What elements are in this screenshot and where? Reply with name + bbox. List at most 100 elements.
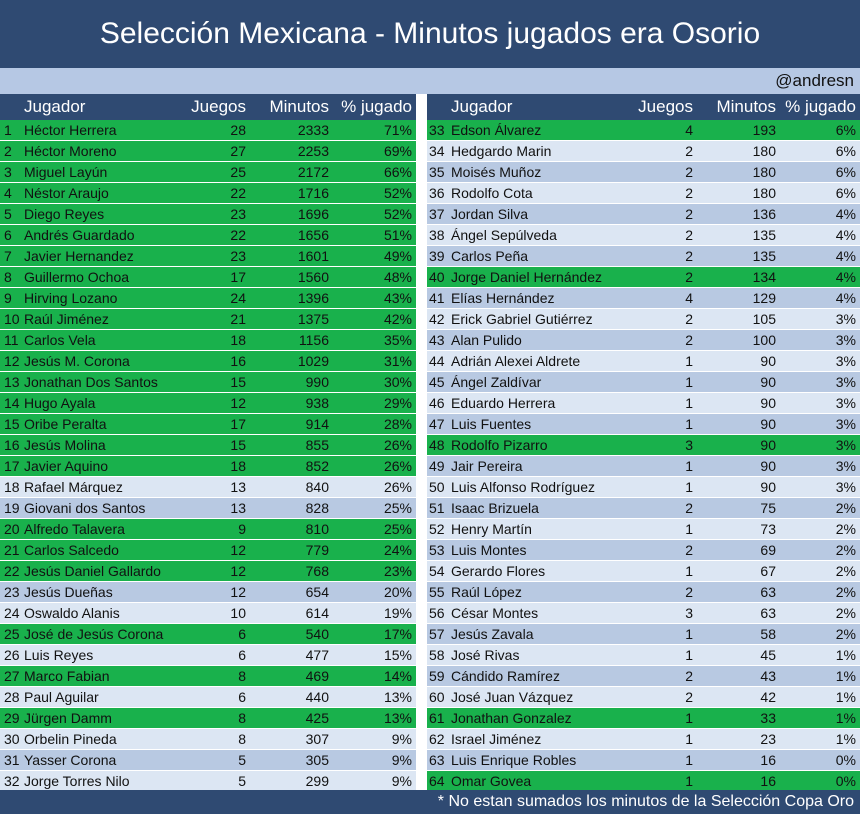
games-played: 2 xyxy=(685,143,693,159)
percent-played: 20% xyxy=(383,584,412,600)
percent-played: 4% xyxy=(835,227,856,243)
games-played: 2 xyxy=(685,269,693,285)
games-played: 1 xyxy=(685,710,693,726)
percent-played: 9% xyxy=(391,752,412,768)
player-rank: 60 xyxy=(429,689,445,705)
column-header-minutes: Minutos xyxy=(269,97,329,116)
column-header-pct: % jugado xyxy=(341,97,412,116)
games-played: 2 xyxy=(685,542,693,558)
footer-note: * No estan sumados los minutos de la Sel… xyxy=(0,790,860,814)
player-name: Carlos Salcedo xyxy=(24,542,119,558)
table-row: 6 Andrés Guardado 22 1656 51% xyxy=(0,225,416,246)
minutes-played: 1396 xyxy=(297,290,329,306)
percent-played: 25% xyxy=(383,521,412,537)
minutes-played: 852 xyxy=(305,458,329,474)
table-row: 41 Elías Hernández 4 129 4% xyxy=(427,288,860,309)
table-row: 32 Jorge Torres Nilo 5 299 9% xyxy=(0,771,416,792)
column-header-pct: % jugado xyxy=(785,97,856,116)
table-row: 43 Alan Pulido 2 100 3% xyxy=(427,330,860,351)
player-name: Isaac Brizuela xyxy=(451,500,539,516)
table-row: 33 Edson Álvarez 4 193 6% xyxy=(427,120,860,141)
player-name: Eduardo Herrera xyxy=(451,395,556,411)
percent-played: 4% xyxy=(835,269,856,285)
player-rank: 29 xyxy=(4,710,20,726)
player-name: Hugo Ayala xyxy=(24,395,96,411)
table-row: 57 Jesús Zavala 1 58 2% xyxy=(427,624,860,645)
player-name: Jorge Daniel Hernández xyxy=(451,269,602,285)
games-played: 22 xyxy=(230,185,246,201)
player-rank: 38 xyxy=(429,227,445,243)
minutes-played: 1601 xyxy=(297,248,329,264)
player-rank: 39 xyxy=(429,248,445,264)
player-rank: 3 xyxy=(4,164,12,180)
player-name: Héctor Moreno xyxy=(24,143,117,159)
player-rank: 30 xyxy=(4,731,20,747)
games-played: 10 xyxy=(230,605,246,621)
column-header-minutes: Minutos xyxy=(716,97,776,116)
player-rank: 27 xyxy=(4,668,20,684)
minutes-played: 1696 xyxy=(297,206,329,222)
player-rank: 57 xyxy=(429,626,445,642)
player-rank: 17 xyxy=(4,458,20,474)
player-name: Oribe Peralta xyxy=(24,416,107,432)
games-played: 1 xyxy=(685,374,693,390)
minutes-played: 45 xyxy=(760,647,776,663)
games-played: 12 xyxy=(230,395,246,411)
games-played: 8 xyxy=(238,731,246,747)
player-name: Alfredo Talavera xyxy=(24,521,125,537)
games-played: 16 xyxy=(230,353,246,369)
table-row: 42 Erick Gabriel Gutiérrez 2 105 3% xyxy=(427,309,860,330)
percent-played: 3% xyxy=(835,353,856,369)
minutes-played: 1029 xyxy=(297,353,329,369)
table-row: 55 Raúl López 2 63 2% xyxy=(427,582,860,603)
player-name: Giovani dos Santos xyxy=(24,500,146,516)
percent-played: 26% xyxy=(383,479,412,495)
minutes-played: 33 xyxy=(760,710,776,726)
games-played: 2 xyxy=(685,584,693,600)
player-rank: 22 xyxy=(4,563,20,579)
minutes-played: 2333 xyxy=(297,122,329,138)
percent-played: 3% xyxy=(835,416,856,432)
player-rank: 20 xyxy=(4,521,20,537)
games-played: 23 xyxy=(230,206,246,222)
percent-played: 3% xyxy=(835,374,856,390)
player-rank: 7 xyxy=(4,248,12,264)
player-rank: 47 xyxy=(429,416,445,432)
percent-played: 24% xyxy=(383,542,412,558)
table-row: 53 Luis Montes 2 69 2% xyxy=(427,540,860,561)
table-row: 22 Jesús Daniel Gallardo 12 768 23% xyxy=(0,561,416,582)
games-played: 6 xyxy=(238,626,246,642)
percent-played: 69% xyxy=(383,143,412,159)
minutes-played: 69 xyxy=(760,542,776,558)
percent-played: 3% xyxy=(835,332,856,348)
games-played: 1 xyxy=(685,647,693,663)
minutes-played: 477 xyxy=(305,647,329,663)
games-played: 15 xyxy=(230,437,246,453)
percent-played: 1% xyxy=(835,647,856,663)
player-name: Javier Aquino xyxy=(24,458,109,474)
table-row: 50 Luis Alfonso Rodríguez 1 90 3% xyxy=(427,477,860,498)
player-rank: 49 xyxy=(429,458,445,474)
table-row: 24 Oswaldo Alanis 10 614 19% xyxy=(0,603,416,624)
player-name: Yasser Corona xyxy=(24,752,117,768)
table-row: 8 Guillermo Ochoa 17 1560 48% xyxy=(0,267,416,288)
percent-played: 6% xyxy=(835,185,856,201)
percent-played: 9% xyxy=(391,773,412,789)
games-played: 4 xyxy=(685,290,693,306)
player-rank: 6 xyxy=(4,227,12,243)
percent-played: 31% xyxy=(383,353,412,369)
player-rank: 16 xyxy=(4,437,20,453)
minutes-played: 90 xyxy=(760,437,776,453)
percent-played: 4% xyxy=(835,290,856,306)
minutes-played: 180 xyxy=(752,143,776,159)
games-played: 1 xyxy=(685,563,693,579)
games-played: 9 xyxy=(238,521,246,537)
column-header-games: Juegos xyxy=(191,97,246,116)
table-row: 40 Jorge Daniel Hernández 2 134 4% xyxy=(427,267,860,288)
player-name: Cándido Ramírez xyxy=(451,668,560,684)
table-row: 37 Jordan Silva 2 136 4% xyxy=(427,204,860,225)
percent-played: 14% xyxy=(383,668,412,684)
percent-played: 13% xyxy=(383,710,412,726)
percent-played: 25% xyxy=(383,500,412,516)
games-played: 23 xyxy=(230,248,246,264)
